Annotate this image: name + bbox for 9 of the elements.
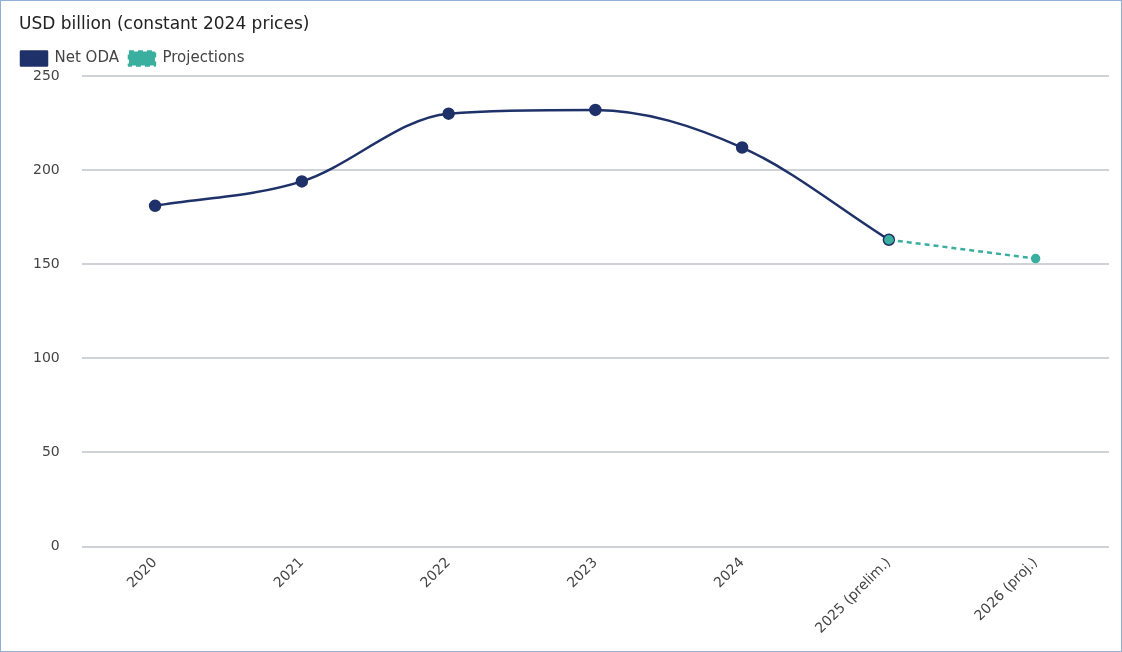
y-tick-label: 0 bbox=[50, 537, 60, 554]
y-tick-label: 100 bbox=[32, 348, 60, 365]
y-tick-label: 50 bbox=[41, 443, 60, 460]
y-axis-title: USD billion (constant 2024 prices) bbox=[19, 13, 310, 33]
legend-label: Projections bbox=[162, 48, 245, 67]
y-tick-label: 200 bbox=[32, 160, 60, 177]
legend-label: Net ODA bbox=[54, 48, 120, 67]
y-tick-label: 250 bbox=[32, 66, 60, 83]
y-tick-label: 150 bbox=[32, 254, 60, 271]
